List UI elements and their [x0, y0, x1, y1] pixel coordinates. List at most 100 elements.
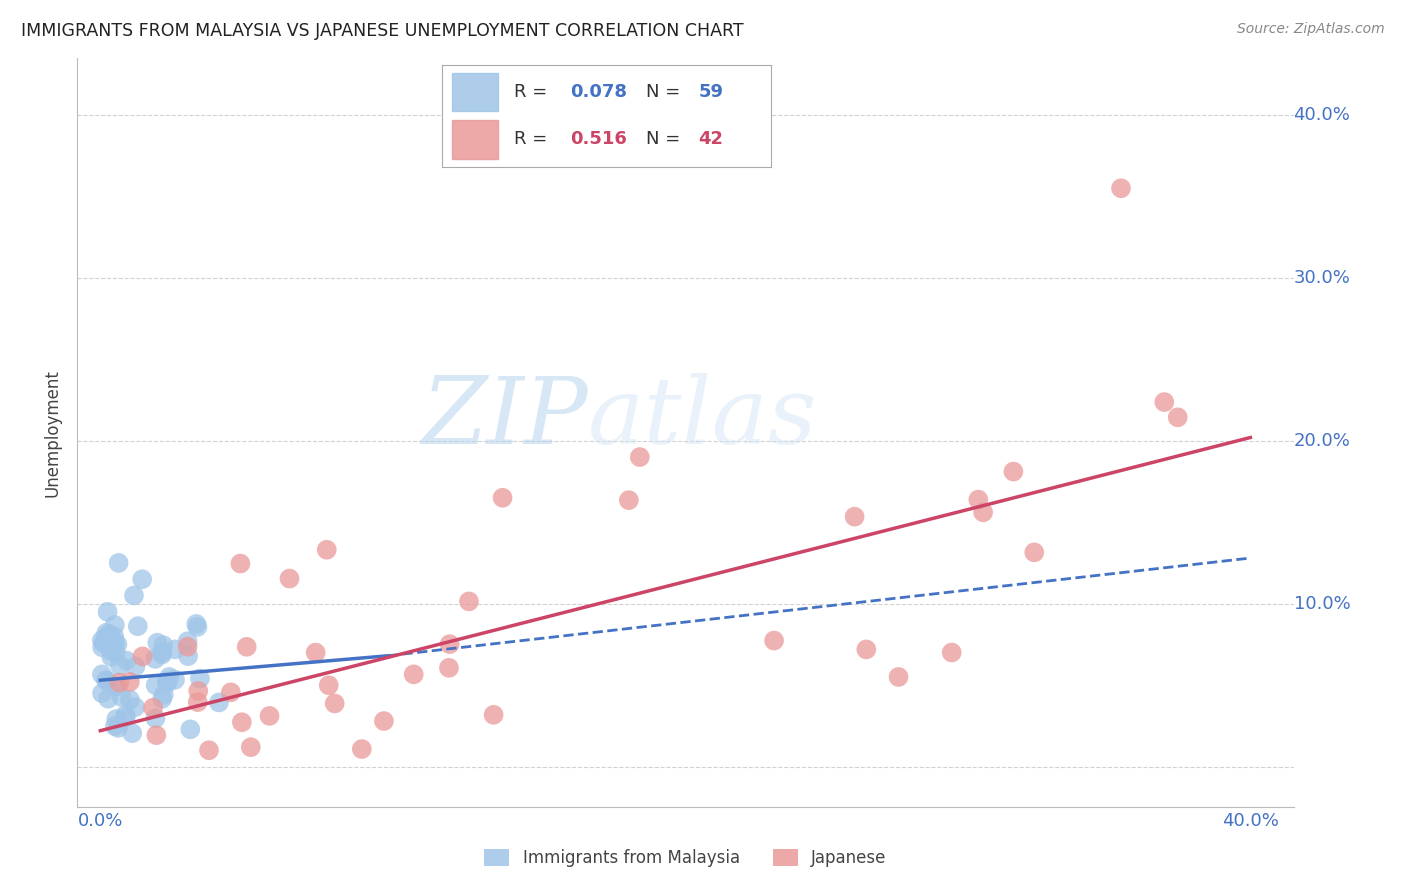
Point	[231, 715, 253, 730]
Point	[145, 711, 167, 725]
Point	[278, 572, 301, 586]
Point	[97, 674, 120, 689]
Point	[98, 627, 121, 641]
Point	[967, 492, 990, 507]
Point	[187, 684, 209, 698]
Point	[458, 594, 481, 608]
Point	[91, 640, 114, 655]
Point	[1167, 410, 1189, 425]
Point	[177, 649, 200, 664]
Point	[127, 619, 149, 633]
Point	[186, 616, 208, 631]
Point	[145, 728, 167, 742]
Point	[491, 491, 513, 505]
Point	[118, 674, 141, 689]
Point	[887, 670, 910, 684]
Point	[150, 648, 173, 662]
Point	[94, 631, 117, 645]
Point	[142, 700, 165, 714]
Point	[323, 697, 346, 711]
Point	[617, 493, 640, 508]
Point	[844, 509, 866, 524]
Point	[1024, 545, 1046, 559]
Point	[855, 642, 877, 657]
Point	[96, 625, 118, 640]
Point	[1109, 181, 1132, 195]
Point	[235, 640, 257, 654]
Point	[96, 605, 118, 619]
Point	[145, 678, 167, 692]
Text: IMMIGRANTS FROM MALAYSIA VS JAPANESE UNEMPLOYMENT CORRELATION CHART: IMMIGRANTS FROM MALAYSIA VS JAPANESE UNE…	[21, 22, 744, 40]
Point	[131, 649, 153, 664]
Point	[118, 692, 141, 706]
Point	[482, 707, 505, 722]
Point	[122, 589, 145, 603]
Point	[176, 634, 198, 648]
Point	[972, 505, 994, 519]
Point	[124, 700, 146, 714]
Point	[402, 667, 425, 681]
Point	[104, 646, 127, 660]
Point	[121, 726, 143, 740]
Point	[90, 667, 112, 681]
Point	[1153, 395, 1175, 409]
Point	[152, 645, 174, 659]
Point	[763, 633, 786, 648]
Point	[104, 719, 127, 733]
Point	[114, 708, 136, 723]
Point	[100, 650, 122, 665]
Point	[146, 636, 169, 650]
Point	[373, 714, 395, 728]
Point	[107, 721, 129, 735]
Point	[439, 637, 461, 651]
Point	[318, 678, 340, 692]
Point	[107, 556, 129, 570]
Point	[114, 710, 136, 724]
Point	[90, 633, 112, 648]
Point	[124, 659, 146, 673]
Point	[239, 740, 262, 755]
Point	[163, 673, 186, 687]
Point	[305, 646, 328, 660]
Point	[150, 691, 173, 706]
Point	[188, 672, 211, 686]
Point	[104, 636, 127, 650]
Point	[97, 691, 120, 706]
Point	[108, 675, 131, 690]
Text: 30.0%: 30.0%	[1294, 268, 1350, 287]
Point	[100, 644, 122, 658]
Point	[350, 742, 373, 756]
Point	[104, 618, 127, 632]
Point	[105, 637, 128, 651]
Point	[229, 557, 252, 571]
Text: Source: ZipAtlas.com: Source: ZipAtlas.com	[1237, 22, 1385, 37]
Point	[93, 636, 115, 650]
Point	[941, 646, 963, 660]
Point	[105, 712, 128, 726]
Point	[176, 640, 198, 654]
Point	[94, 673, 117, 687]
Point	[103, 629, 125, 643]
Point	[259, 709, 281, 723]
Point	[156, 676, 179, 690]
Point	[187, 695, 209, 709]
Point	[1002, 465, 1025, 479]
Point	[105, 680, 128, 694]
Text: atlas: atlas	[588, 373, 818, 463]
Legend: Immigrants from Malaysia, Japanese: Immigrants from Malaysia, Japanese	[478, 842, 893, 874]
Text: 40.0%: 40.0%	[1294, 106, 1350, 124]
Point	[152, 688, 174, 702]
Point	[143, 652, 166, 666]
Point	[110, 690, 132, 704]
Point	[315, 542, 337, 557]
Point	[157, 670, 180, 684]
Point	[156, 674, 179, 689]
Point	[91, 686, 114, 700]
Point	[628, 450, 651, 464]
Point	[115, 654, 138, 668]
Text: 10.0%: 10.0%	[1294, 595, 1350, 613]
Point	[198, 743, 221, 757]
Text: ZIP: ZIP	[422, 373, 588, 463]
Point	[108, 658, 131, 673]
Y-axis label: Unemployment: Unemployment	[44, 368, 62, 497]
